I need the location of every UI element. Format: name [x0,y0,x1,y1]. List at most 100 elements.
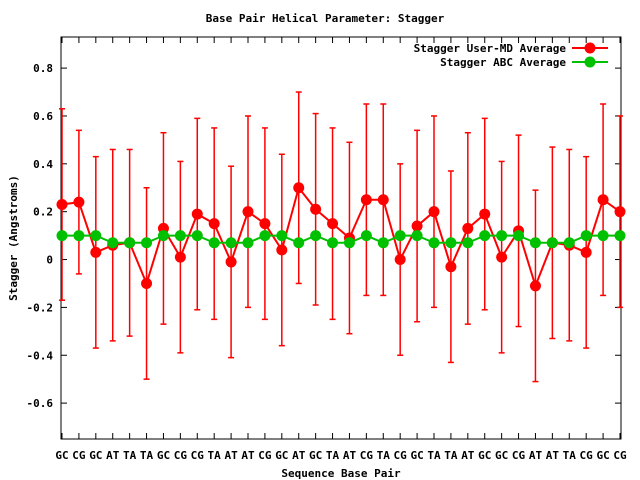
data-point [73,230,85,242]
x-tick-label: GC [157,449,170,462]
data-point [394,230,406,242]
data-point [411,230,423,242]
data-point [276,244,288,256]
data-point [513,230,525,242]
legend-marker [584,42,596,54]
x-tick-label: TA [377,449,391,462]
x-tick-label: CG [72,449,86,462]
data-point [597,194,609,206]
x-tick-label: TA [140,449,154,462]
x-tick-label: TA [563,449,577,462]
data-point [174,251,186,263]
data-point [310,230,322,242]
data-point [242,237,254,249]
y-tick-label: 0.6 [33,110,53,123]
x-tick-label: CG [360,449,374,462]
y-axis: -0.6 -0.4 -0.2 0 0.2 0.4 0.6 0.8 [27,62,621,410]
x-tick-label: AT [224,449,238,462]
data-point [208,218,220,230]
data-point [360,194,372,206]
data-point [174,230,186,242]
data-point [411,220,423,232]
data-point [360,230,372,242]
legend-label: Stagger User-MD Average [414,42,567,55]
series-user-md [56,91,626,383]
data-point [157,230,169,242]
y-tick-label: 0.8 [33,62,53,75]
data-point [428,206,440,218]
data-point [479,230,491,242]
data-point [191,208,203,220]
data-point [479,208,491,220]
x-tick-label: AT [106,449,120,462]
y-tick-label: -0.4 [27,349,54,362]
x-tick-label: AT [292,449,306,462]
x-tick-label: CG [580,449,594,462]
x-tick-label: GC [596,449,609,462]
data-point [563,237,575,249]
data-point [259,218,271,230]
x-axis: GC CG GC AT TA TA GC CG CG TA AT AT CG GC AT GC TA AT CG TA… [55,37,627,462]
data-point [614,230,626,242]
data-point [90,246,102,258]
x-tick-label: AT [343,449,357,462]
data-point [428,237,440,249]
data-point [90,230,102,242]
data-point [529,280,541,292]
x-tick-label: CG [394,449,408,462]
data-point [310,203,322,215]
data-point [496,230,508,242]
data-point [107,237,119,249]
data-point [496,251,508,263]
data-point [580,246,592,258]
legend-marker [584,56,596,68]
data-point [445,261,457,273]
plot-area [56,91,626,383]
data-point [293,237,305,249]
data-point [225,256,237,268]
x-tick-label: GC [309,449,322,462]
y-tick-label: -0.2 [27,301,54,314]
data-point [293,182,305,194]
x-tick-label: AT [461,449,475,462]
x-tick-label: GC [495,449,508,462]
data-point [191,230,203,242]
x-tick-label: TA [444,449,458,462]
data-point [529,237,541,249]
data-point [259,230,271,242]
data-point [377,237,389,249]
x-tick-label: TA [427,449,441,462]
data-point [445,237,457,249]
data-point [462,222,474,234]
y-tick-label: 0.2 [33,206,53,219]
data-point [327,218,339,230]
y-tick-label: -0.6 [27,397,54,410]
x-tick-label: CG [258,449,272,462]
x-tick-label: TA [208,449,222,462]
series-line [62,234,620,244]
x-tick-label: GC [275,449,288,462]
data-point [56,199,68,210]
x-tick-label: CG [191,449,205,462]
series-line [61,185,621,289]
y-axis-label: Stagger (Angstroms) [7,175,20,301]
x-tick-label: CG [512,449,526,462]
data-point [614,206,626,218]
x-tick-label: CG [613,449,627,462]
data-point [343,237,355,249]
data-point [141,237,153,249]
x-tick-label: GC [478,449,491,462]
data-point [208,237,220,249]
data-point [124,237,136,249]
series-abc [56,230,626,249]
x-tick-label: GC [410,449,423,462]
y-tick-label: 0 [46,254,53,267]
data-point [377,194,389,206]
x-tick-label: CG [174,449,188,462]
data-point [597,230,609,242]
data-point [462,237,474,249]
x-tick-label: TA [326,449,340,462]
data-point [546,237,558,249]
